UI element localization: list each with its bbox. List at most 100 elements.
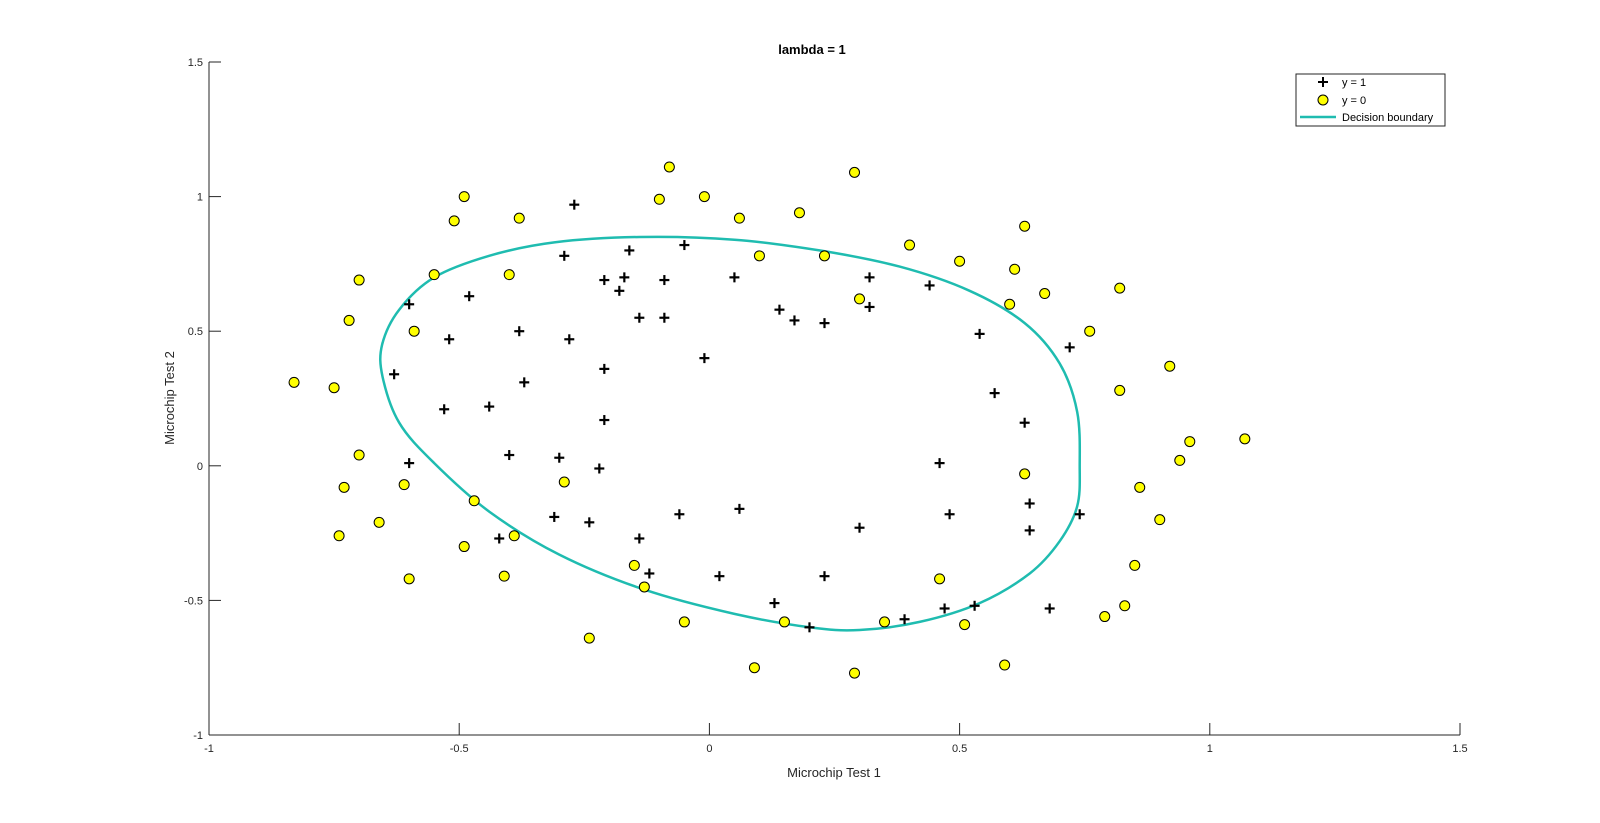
positive-point <box>614 285 625 296</box>
positive-point <box>644 568 655 579</box>
positive-point <box>404 299 415 310</box>
negative-point <box>1019 468 1031 480</box>
legend-label-positive: y = 1 <box>1342 77 1366 89</box>
negative-point <box>408 325 420 337</box>
positive-point <box>569 199 580 210</box>
positive-point <box>559 250 570 261</box>
negative-point <box>849 667 861 679</box>
negative-point <box>1119 600 1131 612</box>
negative-point <box>793 207 805 219</box>
x-tick-label: -1 <box>204 743 214 755</box>
negative-point <box>508 530 520 542</box>
positive-point <box>514 326 525 337</box>
x-axis-label: Microchip Test 1 <box>787 765 881 780</box>
positive-point <box>619 272 630 283</box>
positive-point <box>674 509 685 520</box>
negative-point <box>698 191 710 203</box>
positive-point <box>584 517 595 528</box>
negative-point <box>1039 288 1051 300</box>
positive-point <box>729 272 740 283</box>
positive-point <box>899 614 910 625</box>
negative-point <box>879 616 891 628</box>
negative-point <box>1129 559 1141 571</box>
positive-point <box>1024 498 1035 509</box>
positive-point <box>804 622 815 633</box>
positive-point <box>989 388 1000 399</box>
positive-point <box>1024 525 1035 536</box>
positive-point <box>769 598 780 609</box>
negative-point <box>818 250 830 262</box>
negative-point <box>513 212 525 224</box>
positive-point <box>519 377 530 388</box>
positive-point <box>969 600 980 611</box>
negative-point <box>468 495 480 507</box>
positive-point <box>1074 509 1085 520</box>
negative-point <box>1114 282 1126 294</box>
positive-point <box>679 240 690 251</box>
negative-point <box>1019 220 1031 232</box>
y-tick-label: -0.5 <box>184 595 203 607</box>
positive-point <box>699 353 710 364</box>
y-tick-label: 0.5 <box>188 326 203 338</box>
x-tick-label: -0.5 <box>450 743 469 755</box>
negative-point <box>778 616 790 628</box>
positive-point <box>464 291 475 302</box>
positive-point <box>939 603 950 614</box>
positive-point <box>924 280 935 291</box>
negative-point <box>583 632 595 644</box>
negative-point <box>458 541 470 553</box>
positive-point <box>774 304 785 315</box>
negative-point <box>954 255 966 267</box>
positive-point <box>854 522 865 533</box>
legend-label-negative: y = 0 <box>1342 95 1366 107</box>
positive-point <box>944 509 955 520</box>
negative-point <box>934 573 946 585</box>
y-tick-label: 0 <box>197 461 203 473</box>
negative-point <box>999 659 1011 671</box>
negative-point <box>503 269 515 281</box>
data-points-layer <box>288 161 1251 679</box>
x-ticks: -1 -0.5 0 0.5 1 1.5 <box>204 723 1468 755</box>
negative-point <box>333 530 345 542</box>
legend-marker-negative-icon <box>1317 94 1329 106</box>
positive-point <box>819 318 830 329</box>
positive-point <box>934 458 945 469</box>
positive-point <box>439 404 450 415</box>
negative-point <box>1134 481 1146 493</box>
x-tick-label: 1.5 <box>1452 743 1467 755</box>
negative-point <box>1099 611 1111 623</box>
x-tick-label: 1 <box>1207 743 1213 755</box>
negative-point <box>343 314 355 326</box>
positive-point <box>404 458 415 469</box>
legend-label-boundary: Decision boundary <box>1342 112 1434 124</box>
positive-point <box>504 450 515 461</box>
positive-point <box>634 533 645 544</box>
positive-point <box>734 503 745 514</box>
negative-point <box>288 376 300 388</box>
negative-point <box>373 516 385 528</box>
negative-point <box>558 476 570 488</box>
positive-point <box>599 415 610 426</box>
negative-point <box>678 616 690 628</box>
positive-point <box>594 463 605 474</box>
negative-point <box>628 559 640 571</box>
negative-point <box>353 274 365 286</box>
negative-point <box>1004 298 1016 310</box>
y-tick-label: 1 <box>197 192 203 204</box>
y-ticks: -1 -0.5 0 0.5 1 1.5 <box>184 57 221 742</box>
positive-point <box>974 328 985 339</box>
x-tick-label: 0.5 <box>952 743 967 755</box>
negative-point <box>849 166 861 178</box>
chart-title: lambda = 1 <box>778 42 846 57</box>
positive-point <box>554 452 565 463</box>
positive-point <box>389 369 400 380</box>
x-tick-label: 0 <box>706 743 712 755</box>
positive-point <box>1044 603 1055 614</box>
negative-point <box>328 382 340 394</box>
decision-boundary-line <box>379 235 1082 632</box>
positive-point <box>1019 417 1030 428</box>
legend: y = 1 y = 0 Decision boundary <box>1295 73 1446 127</box>
negative-point <box>428 269 440 281</box>
positive-point <box>864 301 875 312</box>
